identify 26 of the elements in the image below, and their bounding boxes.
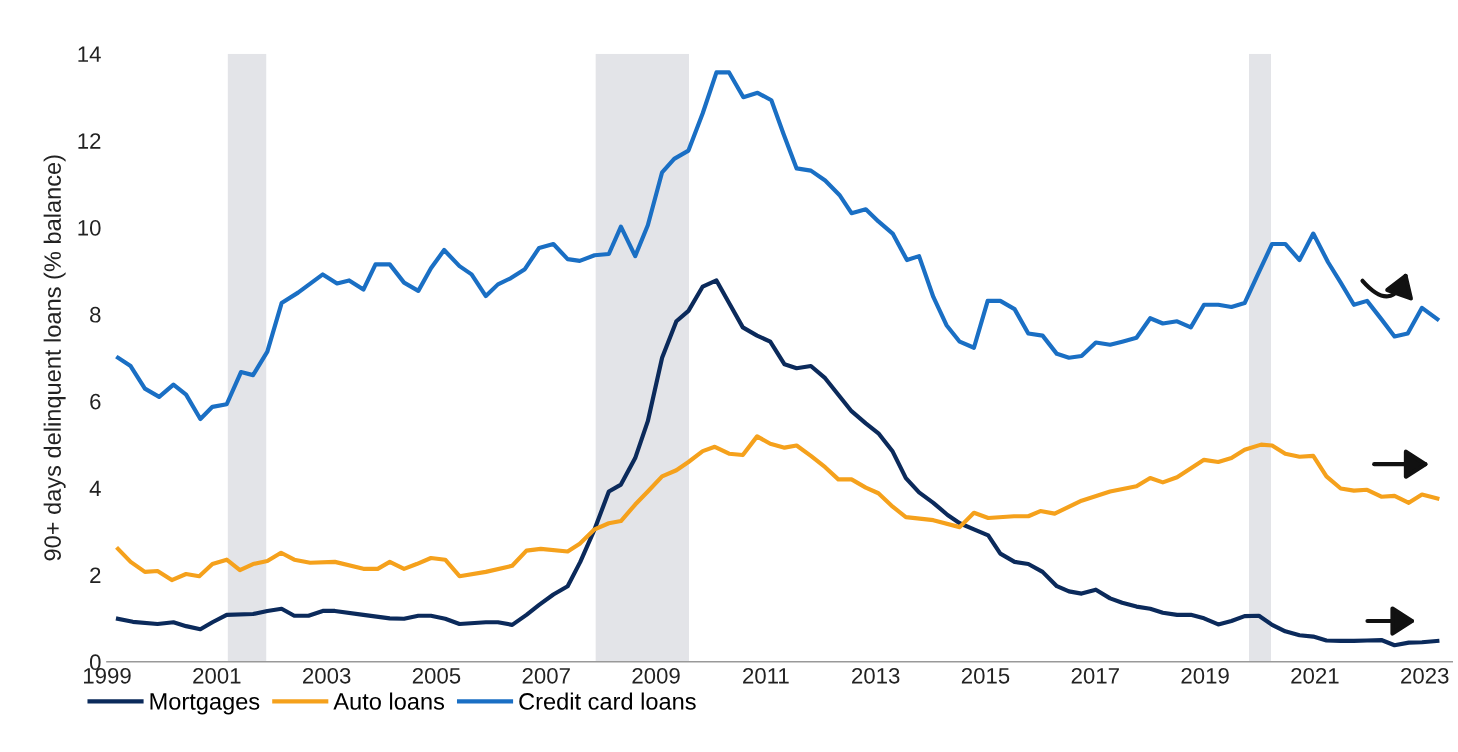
line-series xyxy=(115,278,1440,648)
x-tick-label: 2003 xyxy=(303,667,351,684)
legend-label: Credit card loans xyxy=(519,692,696,710)
x-tick-label: 2007 xyxy=(522,667,570,684)
x-tick-label: 2013 xyxy=(852,667,900,684)
x-tick-label: 2021 xyxy=(1291,667,1339,684)
x-tick-label: 2011 xyxy=(743,667,789,684)
y-axis-title: 90+ days delinquent loans (% balance) xyxy=(43,155,66,561)
x-tick-label: 2019 xyxy=(1181,667,1229,684)
x-tick-label: 2009 xyxy=(632,667,680,684)
y-tick-label: 4 xyxy=(89,480,101,497)
legend-label: Mortgages xyxy=(150,693,260,715)
y-tick-label: 2 xyxy=(90,567,101,583)
line-series xyxy=(115,434,1440,583)
x-tick-label: 2005 xyxy=(412,667,461,684)
x-tick-label: 2015 xyxy=(961,667,1010,684)
x-tick-label: 2017 xyxy=(1071,667,1119,684)
x-tick-label: 2023 xyxy=(1401,667,1449,684)
y-tick-label: 10 xyxy=(78,220,101,236)
y-tick-label: 6 xyxy=(90,393,101,410)
y-tick-label: 8 xyxy=(90,306,101,323)
y-tick-label: 12 xyxy=(78,133,101,149)
y-tick-label: 14 xyxy=(78,46,101,62)
x-tick-label: 2001 xyxy=(193,667,241,684)
legend-label: Auto loans xyxy=(333,692,445,710)
line-series xyxy=(115,70,1440,422)
